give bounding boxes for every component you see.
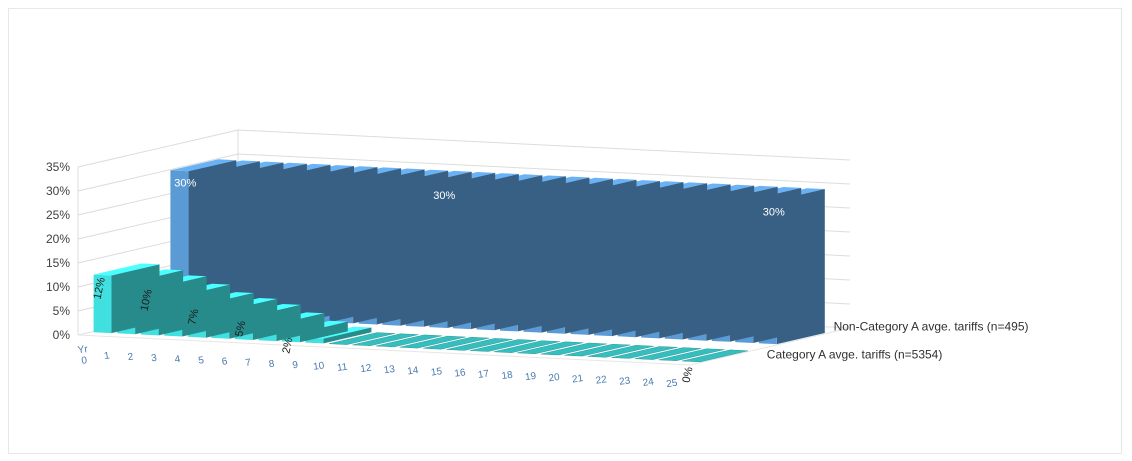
y-tick-label: 25% [46,208,70,222]
x-tick-label: 11 [336,362,348,374]
x-tick-label: 23 [619,375,632,388]
bar-category-a [658,348,725,361]
x-tick-label: 17 [477,368,490,381]
series-name-label: Non-Category A avge. tariffs (n=495) [834,320,1029,334]
bars [93,159,825,363]
series-labels: Non-Category A avge. tariffs (n=495) Cate… [767,320,1029,362]
x-tick-label: 25 [666,378,679,391]
y-tick-label: 30% [46,184,70,198]
bar-side [323,327,372,344]
gridline [77,129,851,168]
bar-side [111,264,160,334]
y-tick-label: 35% [46,160,70,174]
y-tick-label: 20% [46,232,70,246]
data-label: 30% [174,178,196,190]
bar-category-a [376,334,443,348]
data-label: 0% [681,366,696,384]
bar-category-a [423,336,490,350]
bar-category-a [352,333,419,346]
x-tick-label: 19 [524,371,537,384]
data-labels: 30% 30% 30% 12% 10% 7% 5% 2% 0% [92,178,785,384]
x-tick-label: 21 [571,373,584,386]
bar-top [170,159,237,172]
x-tick-label: 4 [174,354,181,366]
x-tick-label: 15 [430,366,443,379]
x-tick-label: Yr0 [77,344,91,367]
bar-side [299,321,348,343]
bar-category-a [682,349,749,363]
bar-category-a [634,347,701,360]
x-tick-label: 3 [151,353,158,365]
series-name-label: Category A avge. tariffs (n=5354) [767,347,943,361]
bar-category-a [517,341,584,355]
bar-category-a [493,340,560,353]
y-tick-label: 15% [46,256,70,270]
bar-category-a [399,335,466,349]
x-tick-label: 12 [360,363,373,376]
x-tick-label: 22 [595,374,608,387]
x-tick-label: 13 [383,364,396,377]
data-label: 2% [280,336,295,354]
bar-category-a [470,339,537,352]
x-tick-label: 20 [548,372,561,385]
x-axis-labels: Yr0 1 2 3 4 5 6 7 8 9 10 11 12 13 14 15 16 17 18 19 20 21 22 23… [77,344,679,390]
x-tick-label: 14 [407,365,420,378]
x-tick-label: 18 [501,370,514,383]
data-label: 7% [186,308,201,326]
data-label: 30% [433,190,455,202]
y-tick-label: 5% [53,304,71,318]
bar-top [93,263,160,276]
data-label: 10% [139,288,155,312]
x-tick-label: 10 [313,360,326,373]
x-tick-label: 9 [292,360,299,372]
bar-category-a [446,338,513,351]
y-tick-label: 10% [46,280,70,294]
bar-category-a [587,345,654,358]
x-tick-label: 7 [245,357,252,369]
data-label: 5% [233,320,248,338]
bar-category-a [93,263,160,334]
y-tick-label: 0% [53,328,71,342]
x-tick-label: 16 [454,367,467,380]
x-tick-label: 8 [268,358,275,370]
x-tick-label: 24 [642,377,655,390]
bar-category-a [540,342,607,356]
bar-category-a [611,346,678,359]
bar-category-a [564,343,631,357]
bar-category-a [328,332,395,345]
data-label: 30% [763,206,785,218]
x-tick-label: 6 [221,356,228,368]
chart-frame [8,8,1122,454]
x-tick-label: 5 [198,355,205,367]
x-tick-label: 1 [103,350,110,362]
data-label: 12% [92,276,108,300]
bar-front [93,274,112,334]
x-tick-label: 2 [127,352,134,364]
